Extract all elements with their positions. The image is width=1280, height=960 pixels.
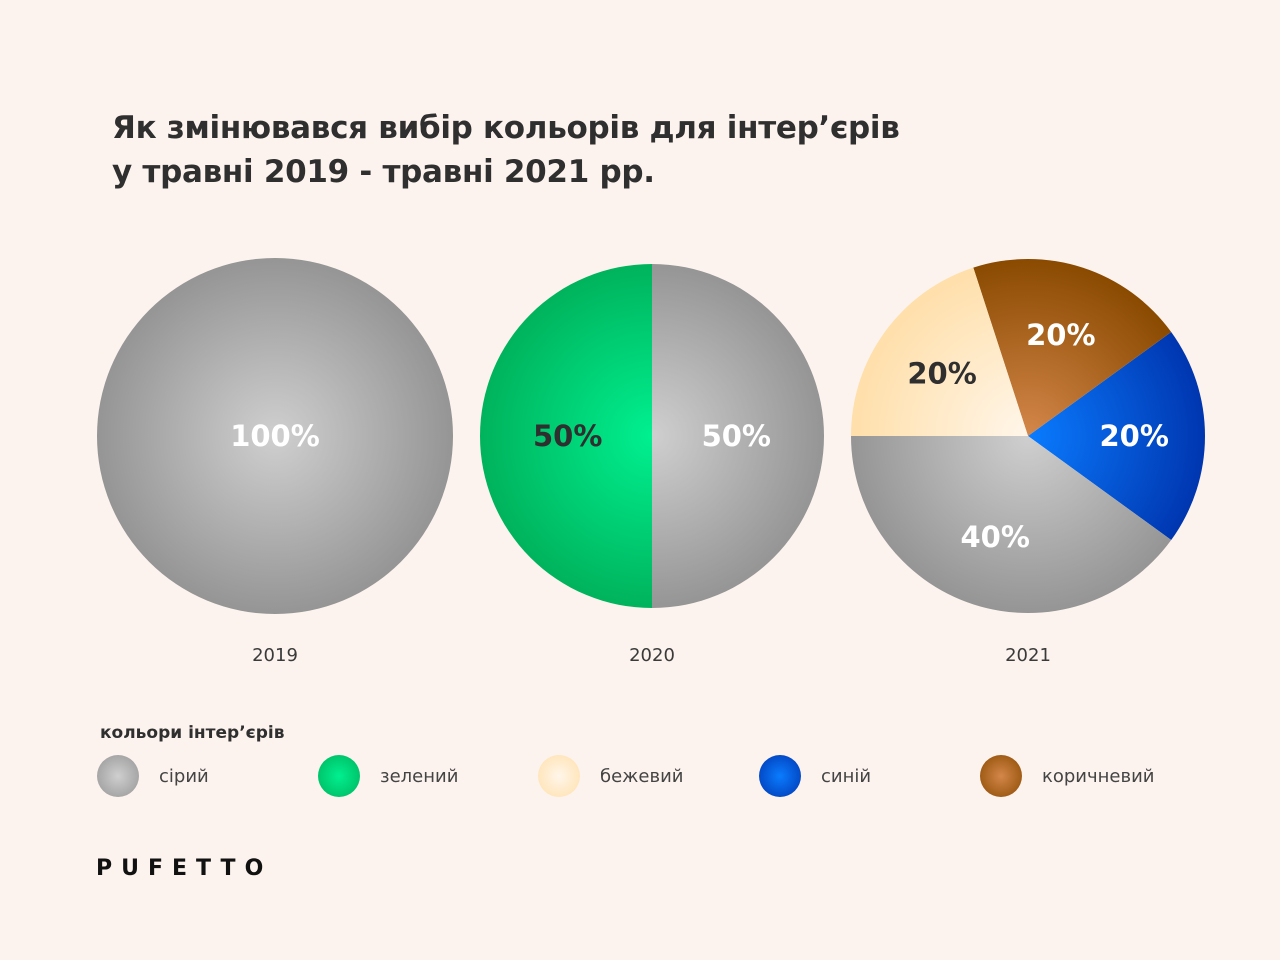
legend-item: зелений	[318, 755, 458, 797]
legend-swatch	[538, 755, 580, 797]
title-line-2: у травні 2019 - травні 2021 рр.	[112, 154, 655, 190]
pie-slice-2020-зелений	[480, 264, 652, 608]
legend-swatch	[980, 755, 1022, 797]
legend-title: кольори інтер’єрів	[100, 723, 285, 743]
title-line-1: Як змінювався вибір кольорів для інтер’є…	[112, 110, 900, 146]
slice-label: 40%	[960, 520, 1029, 554]
legend-label: синій	[821, 765, 872, 787]
year-label: 2020	[629, 645, 675, 666]
pie-slice-2020-сірий	[652, 264, 824, 608]
legend-item: бежевий	[538, 755, 683, 797]
slice-label: 50%	[702, 419, 771, 453]
pie-slice-2019-сірий	[97, 258, 453, 614]
legend-item: коричневий	[980, 755, 1155, 797]
legend-swatch	[318, 755, 360, 797]
pie-charts: 100% 2019 50% 50% 2020 20% 20% 20% 40% 2021	[97, 258, 1205, 666]
legend-label: сірий	[159, 765, 209, 787]
pie-slice-2021-сірий	[851, 436, 1172, 613]
pie-slice-2021-коричневий	[973, 259, 1172, 436]
chart-title: Як змінювався вибір кольорів для інтер’є…	[112, 106, 900, 194]
slice-label: 20%	[907, 357, 976, 391]
legend-label: зелений	[380, 765, 459, 787]
slice-label: 20%	[1026, 318, 1095, 352]
slice-label: 100%	[230, 419, 320, 453]
legend-label: коричневий	[1042, 765, 1155, 787]
legend-swatch	[97, 755, 139, 797]
slice-label: 20%	[1099, 419, 1168, 453]
pie-slice-2021-бежевий	[851, 267, 1028, 436]
legend-item: сірий	[97, 755, 209, 797]
brand-logo: PUFETTO	[96, 856, 273, 881]
year-label: 2021	[1005, 645, 1051, 666]
year-label: 2019	[252, 645, 298, 666]
slice-label: 50%	[533, 419, 602, 453]
legend-swatch	[759, 755, 801, 797]
legend-item: синій	[759, 755, 871, 797]
legend-label: бежевий	[600, 765, 684, 787]
pie-slice-2021-синій	[1028, 331, 1205, 541]
